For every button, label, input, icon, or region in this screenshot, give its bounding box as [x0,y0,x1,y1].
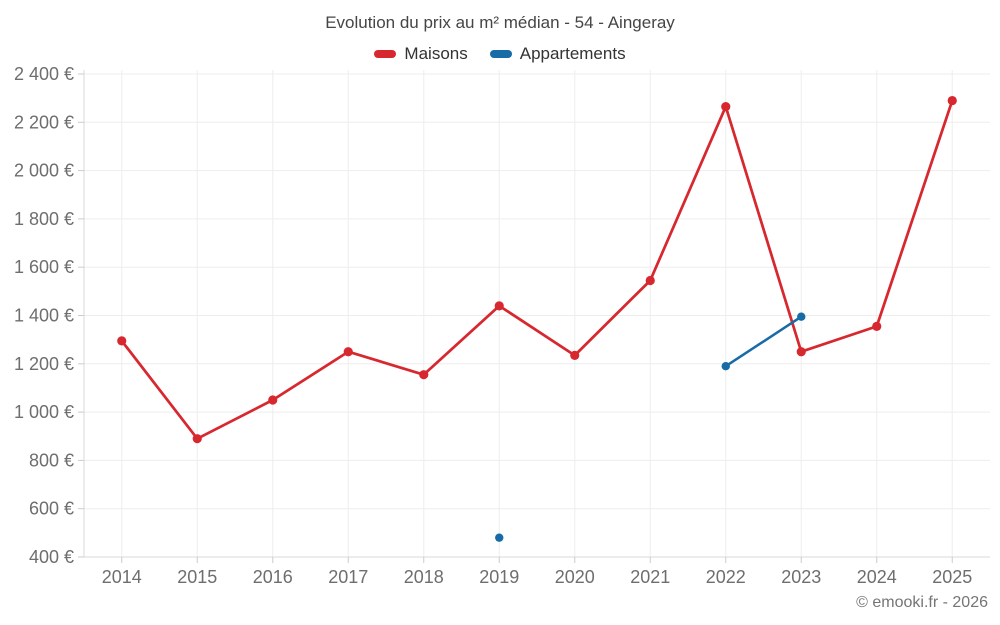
data-point-maisons-2025[interactable] [947,95,957,106]
chart-legend: Maisons Appartements [0,44,1000,64]
data-point-appartements-2022[interactable] [721,362,730,371]
legend-label-appartements: Appartements [519,44,626,63]
y-tick-label: 800 € [29,450,74,470]
legend-item-maisons[interactable]: Maisons [374,44,468,64]
legend-item-appartements[interactable]: Appartements [489,44,626,64]
y-tick-label: 2 200 € [14,112,74,132]
x-tick-label: 2023 [781,567,821,587]
data-point-maisons-2022[interactable] [721,102,731,112]
data-point-maisons-2023[interactable] [796,347,806,357]
y-tick-label: 2 400 € [14,64,74,84]
x-tick-label: 2020 [555,567,595,587]
x-tick-label: 2015 [177,567,217,587]
data-point-maisons-2014[interactable] [117,336,127,346]
x-tick-label: 2018 [404,567,444,587]
x-tick-label: 2025 [932,567,972,587]
x-tick-label: 2017 [328,567,368,587]
y-tick-label: 600 € [29,499,74,519]
data-point-maisons-2020[interactable] [570,350,580,360]
copyright-text: © emooki.fr - 2026 [856,594,988,611]
legend-swatch-maisons-icon [374,50,397,58]
series-line-maisons [120,99,954,441]
series-line-appartements [724,315,803,368]
data-point-maisons-2017[interactable] [343,347,353,357]
chart-title: Evolution du prix au m² médian - 54 - Ai… [325,13,675,32]
data-point-maisons-2019[interactable] [494,301,504,311]
x-tick-label: 2021 [630,567,670,587]
y-tick-label: 1 600 € [14,257,74,277]
y-tick-label: 1 400 € [14,306,74,326]
data-point-appartements-2019[interactable] [495,533,504,542]
data-point-maisons-2024[interactable] [872,321,882,331]
y-tick-label: 1 200 € [14,354,74,374]
x-tick-label: 2014 [102,567,142,587]
x-tick-label: 2016 [253,567,293,587]
y-tick-label: 400 € [29,547,74,567]
data-point-maisons-2021[interactable] [645,275,655,286]
x-tick-label: 2024 [857,567,897,587]
y-tick-label: 1 000 € [14,402,74,422]
y-tick-label: 1 800 € [14,209,74,229]
data-point-maisons-2018[interactable] [419,370,429,380]
legend-swatch-appartements-icon [489,50,512,58]
legend-label-maisons: Maisons [404,44,468,63]
x-tick-label: 2019 [479,567,519,587]
x-tick-label: 2022 [706,567,746,587]
data-point-appartements-2023[interactable] [797,312,806,321]
y-tick-label: 2 000 € [14,161,74,181]
data-point-maisons-2016[interactable] [268,395,278,405]
data-point-maisons-2015[interactable] [192,434,202,444]
